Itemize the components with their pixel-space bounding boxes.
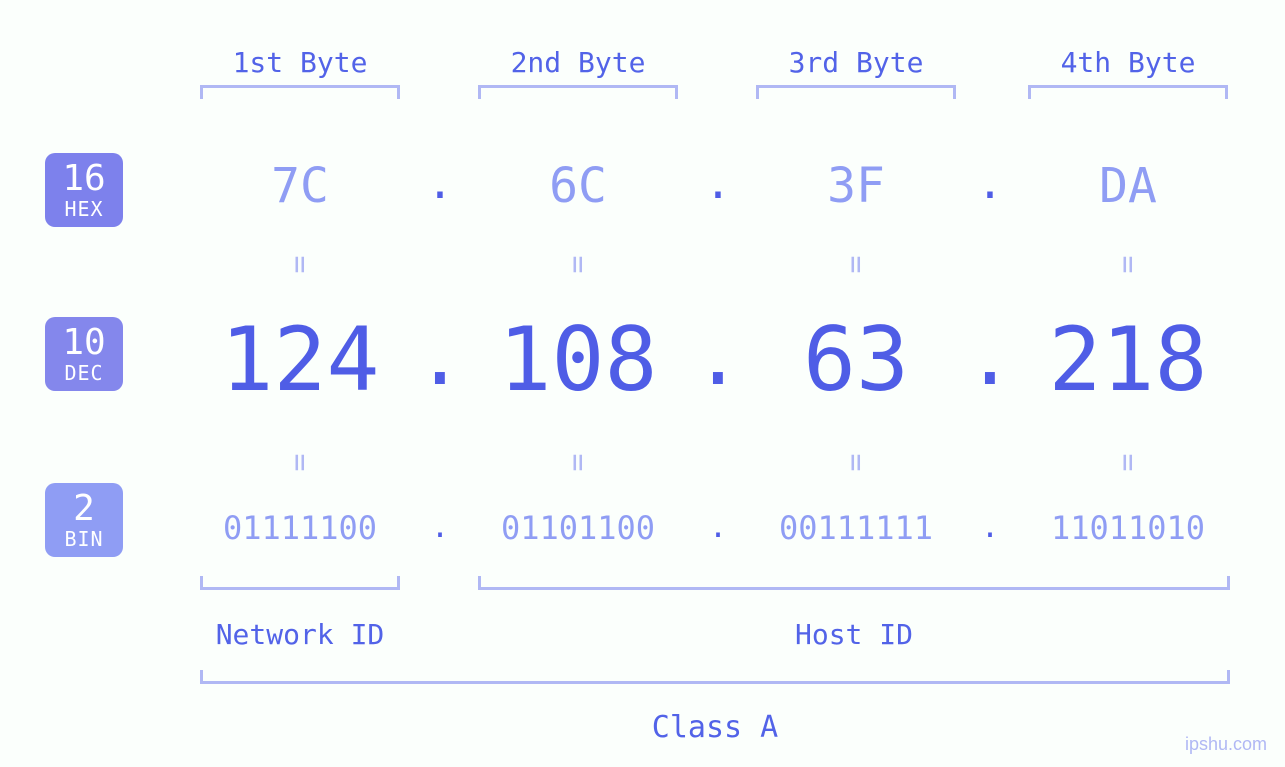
byte-header-2: 2nd Byte bbox=[478, 46, 678, 79]
dec-dot-2: . bbox=[693, 310, 743, 403]
badge-hex-lbl: HEX bbox=[45, 197, 123, 221]
hex-dot-2: . bbox=[698, 158, 738, 209]
networkid-label: Network ID bbox=[200, 618, 400, 651]
dec-byte-4: 218 bbox=[1013, 308, 1243, 411]
top-bracket-3 bbox=[756, 85, 956, 99]
eq-hex-dec-4: = bbox=[1111, 250, 1146, 280]
hex-byte-3: 3F bbox=[741, 158, 971, 214]
class-label: Class A bbox=[200, 710, 1230, 745]
eq-hex-dec-3: = bbox=[839, 250, 874, 280]
badge-bin-lbl: BIN bbox=[45, 527, 123, 551]
eq-dec-bin-3: = bbox=[839, 448, 874, 478]
badge-dec-lbl: DEC bbox=[45, 361, 123, 385]
badge-dec: 10 DEC bbox=[45, 317, 123, 391]
top-bracket-2 bbox=[478, 85, 678, 99]
bin-byte-1: 01111100 bbox=[185, 509, 415, 547]
badge-dec-num: 10 bbox=[45, 325, 123, 361]
bin-byte-3: 00111111 bbox=[741, 509, 971, 547]
bin-byte-2: 01101100 bbox=[463, 509, 693, 547]
hostid-label: Host ID bbox=[478, 618, 1230, 651]
bin-dot-1: . bbox=[420, 510, 460, 545]
dec-byte-2: 108 bbox=[463, 308, 693, 411]
dec-byte-3: 63 bbox=[741, 308, 971, 411]
byte-header-3: 3rd Byte bbox=[756, 46, 956, 79]
dec-dot-1: . bbox=[415, 310, 465, 403]
eq-dec-bin-4: = bbox=[1111, 448, 1146, 478]
badge-hex: 16 HEX bbox=[45, 153, 123, 227]
bin-dot-3: . bbox=[970, 510, 1010, 545]
dec-dot-3: . bbox=[965, 310, 1015, 403]
hostid-bracket bbox=[478, 576, 1230, 590]
byte-header-4: 4th Byte bbox=[1028, 46, 1228, 79]
bin-byte-4: 11011010 bbox=[1013, 509, 1243, 547]
hex-byte-1: 7C bbox=[185, 158, 415, 214]
eq-hex-dec-2: = bbox=[561, 250, 596, 280]
hex-dot-3: . bbox=[970, 158, 1010, 209]
badge-bin-num: 2 bbox=[45, 491, 123, 527]
badge-hex-num: 16 bbox=[45, 161, 123, 197]
hex-dot-1: . bbox=[420, 158, 460, 209]
eq-hex-dec-1: = bbox=[283, 250, 318, 280]
class-bracket bbox=[200, 670, 1230, 684]
hex-byte-2: 6C bbox=[463, 158, 693, 214]
hex-byte-4: DA bbox=[1013, 158, 1243, 214]
eq-dec-bin-2: = bbox=[561, 448, 596, 478]
top-bracket-1 bbox=[200, 85, 400, 99]
badge-bin: 2 BIN bbox=[45, 483, 123, 557]
top-bracket-4 bbox=[1028, 85, 1228, 99]
eq-dec-bin-1: = bbox=[283, 448, 318, 478]
dec-byte-1: 124 bbox=[185, 308, 415, 411]
bin-dot-2: . bbox=[698, 510, 738, 545]
watermark: ipshu.com bbox=[1185, 734, 1267, 755]
networkid-bracket bbox=[200, 576, 400, 590]
byte-header-1: 1st Byte bbox=[200, 46, 400, 79]
